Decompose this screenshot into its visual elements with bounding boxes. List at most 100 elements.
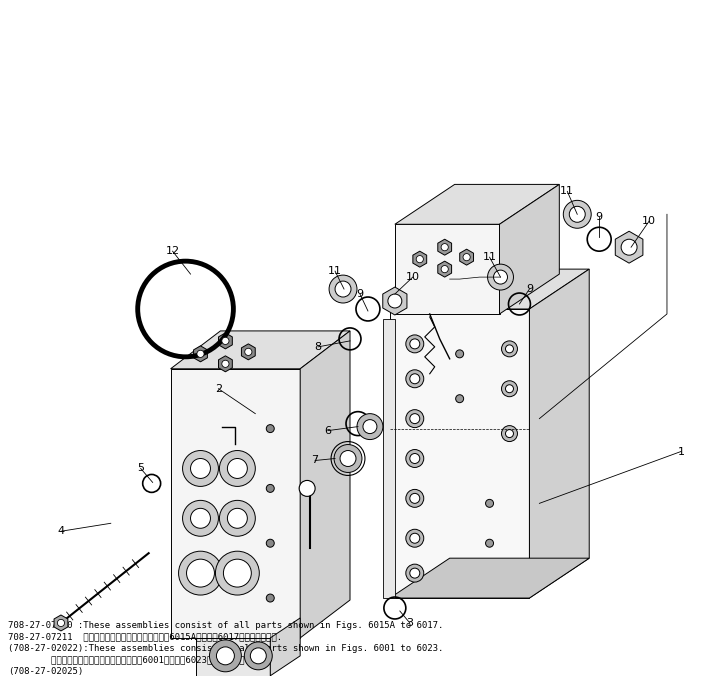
Circle shape: [227, 458, 247, 479]
Circle shape: [410, 534, 420, 543]
Circle shape: [406, 410, 424, 428]
Circle shape: [410, 414, 420, 424]
Circle shape: [441, 266, 449, 273]
Circle shape: [266, 424, 274, 433]
Circle shape: [215, 551, 259, 595]
Text: (708-27-02025): (708-27-02025): [8, 667, 84, 676]
Circle shape: [334, 445, 362, 473]
Polygon shape: [390, 558, 589, 598]
Circle shape: [456, 395, 464, 403]
Polygon shape: [500, 184, 560, 314]
Circle shape: [410, 568, 420, 578]
Circle shape: [505, 430, 513, 437]
Circle shape: [505, 345, 513, 353]
Text: 8: 8: [314, 342, 322, 352]
Polygon shape: [382, 287, 407, 315]
Polygon shape: [54, 615, 68, 631]
Circle shape: [406, 450, 424, 467]
Circle shape: [191, 508, 210, 528]
Polygon shape: [529, 269, 589, 598]
Polygon shape: [395, 184, 560, 224]
Text: 6: 6: [325, 426, 332, 435]
Circle shape: [505, 384, 513, 393]
Polygon shape: [171, 331, 350, 369]
Text: 10: 10: [406, 272, 420, 282]
Circle shape: [486, 539, 494, 547]
Circle shape: [197, 351, 204, 357]
Circle shape: [621, 239, 637, 255]
Circle shape: [299, 481, 315, 496]
Text: 4: 4: [58, 526, 65, 536]
Circle shape: [488, 264, 513, 290]
Text: 11: 11: [328, 266, 342, 276]
Circle shape: [406, 490, 424, 507]
Circle shape: [266, 539, 274, 547]
Circle shape: [563, 200, 591, 228]
Circle shape: [416, 256, 423, 263]
Circle shape: [410, 374, 420, 384]
Text: 7: 7: [311, 456, 318, 466]
Circle shape: [266, 484, 274, 492]
Circle shape: [179, 551, 222, 595]
Circle shape: [357, 414, 383, 439]
Circle shape: [183, 450, 219, 486]
Polygon shape: [390, 269, 589, 309]
Circle shape: [569, 206, 585, 222]
Polygon shape: [300, 331, 350, 638]
Text: 9: 9: [595, 212, 602, 222]
Circle shape: [389, 295, 401, 307]
Text: (708-27-02022):These assemblies consist of all parts shown in Figs. 6001 to 6023: (708-27-02022):These assemblies consist …: [8, 644, 444, 653]
Circle shape: [501, 341, 517, 357]
Circle shape: [217, 647, 234, 665]
Polygon shape: [460, 250, 474, 265]
Polygon shape: [438, 261, 451, 277]
Circle shape: [219, 450, 255, 486]
Circle shape: [58, 620, 65, 626]
Circle shape: [209, 640, 241, 672]
Text: 708-27-07210 :These assemblies consist of all parts shown in Figs. 6015A to 6017: 708-27-07210 :These assemblies consist o…: [8, 621, 444, 630]
Circle shape: [410, 454, 420, 464]
Circle shape: [410, 339, 420, 349]
Polygon shape: [383, 319, 395, 598]
Circle shape: [266, 594, 274, 602]
Circle shape: [363, 420, 377, 433]
Polygon shape: [413, 251, 427, 267]
Circle shape: [494, 270, 508, 284]
Polygon shape: [241, 344, 255, 360]
Circle shape: [183, 500, 219, 536]
Polygon shape: [390, 309, 529, 598]
Polygon shape: [171, 369, 300, 638]
Text: 1: 1: [678, 447, 685, 456]
Text: 9: 9: [526, 284, 533, 294]
Circle shape: [245, 642, 272, 670]
Circle shape: [406, 370, 424, 388]
Text: 10: 10: [642, 216, 656, 226]
Polygon shape: [615, 231, 643, 263]
Circle shape: [463, 254, 470, 261]
Circle shape: [406, 335, 424, 353]
Circle shape: [335, 281, 351, 297]
Circle shape: [501, 381, 517, 397]
Circle shape: [410, 494, 420, 503]
Circle shape: [219, 500, 255, 536]
Circle shape: [222, 360, 229, 367]
Circle shape: [222, 337, 229, 344]
Polygon shape: [395, 224, 500, 314]
Circle shape: [441, 243, 449, 251]
Circle shape: [501, 426, 517, 441]
Circle shape: [250, 648, 266, 664]
Circle shape: [456, 350, 464, 358]
Text: 5: 5: [137, 464, 144, 473]
Text: ：これらのアセンブリの構成部品は第6001図から第6023図まで含みます.: ：これらのアセンブリの構成部品は第6001図から第6023図まで含みます.: [8, 656, 250, 664]
Polygon shape: [219, 333, 232, 349]
Polygon shape: [270, 618, 300, 676]
Text: 708-27-07211  これらのアセンブリの構成部品は第6015A図から第6017図まで含みます.: 708-27-07211 これらのアセンブリの構成部品は第6015A図から第60…: [8, 633, 283, 641]
Circle shape: [406, 530, 424, 547]
Circle shape: [186, 559, 214, 587]
Circle shape: [245, 348, 252, 355]
Text: 3: 3: [406, 618, 413, 628]
Polygon shape: [195, 638, 270, 676]
Text: 11: 11: [482, 252, 496, 262]
Text: 2: 2: [215, 384, 222, 394]
Circle shape: [191, 458, 210, 479]
